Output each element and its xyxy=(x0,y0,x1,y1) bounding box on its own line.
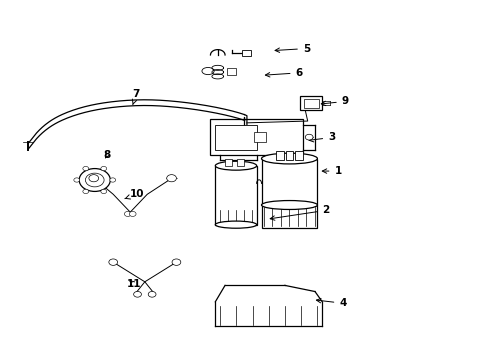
Circle shape xyxy=(82,189,88,194)
Text: 9: 9 xyxy=(321,96,348,107)
Text: 11: 11 xyxy=(126,279,141,289)
Bar xyxy=(210,119,302,155)
Circle shape xyxy=(110,178,116,182)
Circle shape xyxy=(148,292,156,297)
Circle shape xyxy=(79,168,110,192)
Bar xyxy=(295,152,303,160)
Bar xyxy=(303,99,318,108)
Text: 1: 1 xyxy=(322,166,341,176)
Circle shape xyxy=(85,173,104,187)
Text: 4: 4 xyxy=(316,298,346,308)
Circle shape xyxy=(74,178,80,182)
Bar xyxy=(237,159,244,166)
Circle shape xyxy=(166,175,176,182)
Bar xyxy=(261,205,317,228)
Circle shape xyxy=(89,175,99,182)
Text: 3: 3 xyxy=(308,132,335,143)
Ellipse shape xyxy=(261,201,317,210)
Text: 6: 6 xyxy=(265,68,302,78)
Text: 7: 7 xyxy=(132,89,140,105)
Circle shape xyxy=(101,189,106,194)
Circle shape xyxy=(109,259,117,265)
Circle shape xyxy=(101,166,106,171)
Text: 10: 10 xyxy=(124,189,144,199)
Text: 5: 5 xyxy=(275,44,309,54)
Ellipse shape xyxy=(202,67,214,75)
Bar xyxy=(300,96,322,111)
Bar xyxy=(275,152,283,160)
Bar xyxy=(227,68,236,75)
Bar xyxy=(261,158,317,205)
Bar xyxy=(225,159,231,166)
Bar xyxy=(215,125,256,150)
Text: 8: 8 xyxy=(103,150,110,160)
Ellipse shape xyxy=(215,221,256,228)
Circle shape xyxy=(82,166,88,171)
Bar xyxy=(215,166,256,225)
Ellipse shape xyxy=(261,153,317,164)
Ellipse shape xyxy=(215,161,256,170)
Bar xyxy=(285,152,293,160)
Bar xyxy=(242,50,250,56)
Circle shape xyxy=(124,211,131,216)
Circle shape xyxy=(133,292,141,297)
Circle shape xyxy=(305,134,312,140)
Text: 2: 2 xyxy=(270,205,329,220)
Bar xyxy=(254,132,266,143)
Circle shape xyxy=(129,211,136,216)
Circle shape xyxy=(172,259,181,265)
